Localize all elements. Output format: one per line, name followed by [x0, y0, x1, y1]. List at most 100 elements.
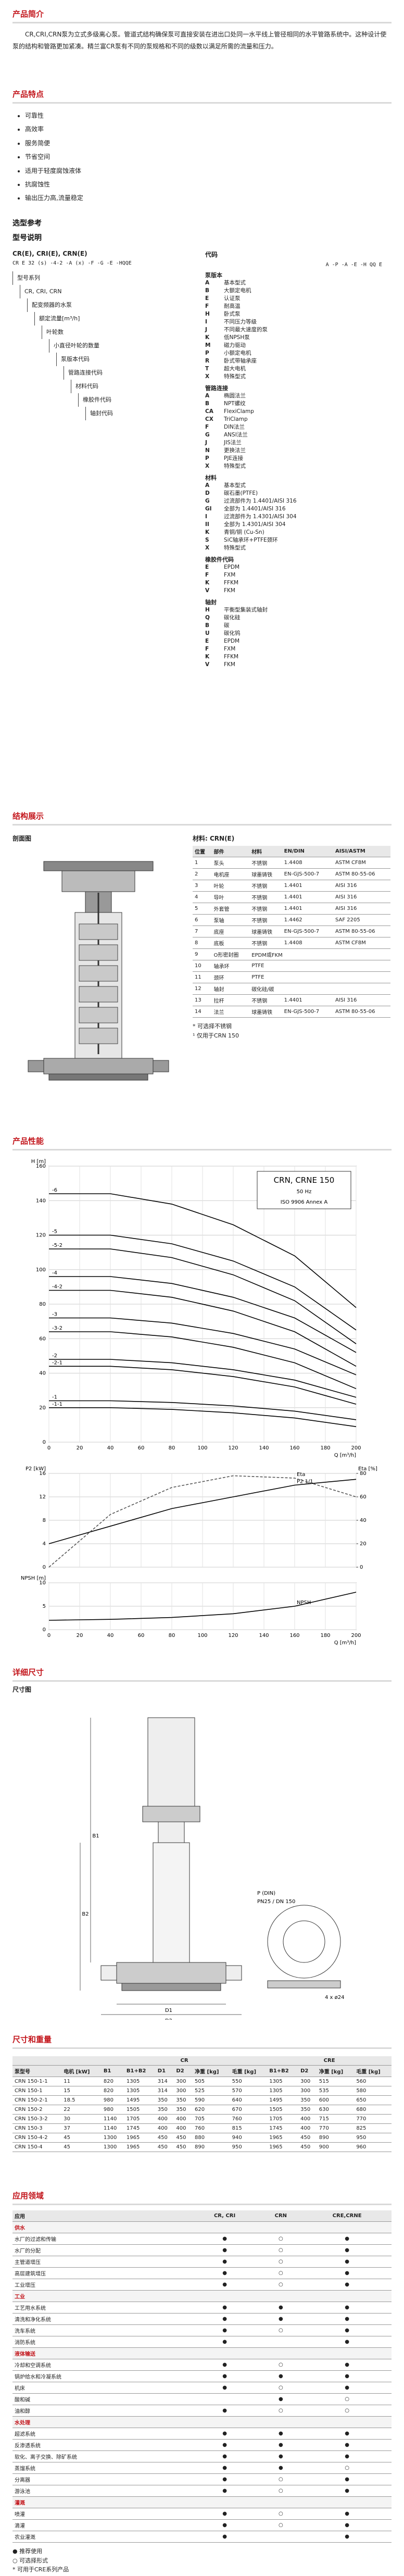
code-row: E EPDM [205, 564, 382, 571]
code-row: I 过流部件为 1.4301/AISI 304 [205, 513, 382, 521]
cell: ○ [259, 2324, 303, 2336]
code-row: D 碳石墨(PTFE) [205, 490, 382, 497]
curve [49, 1331, 357, 1390]
cell: ● [190, 2473, 259, 2485]
table-row: 超滤系统 ● ● ● [12, 2428, 392, 2440]
cell: ● [259, 2428, 303, 2440]
cell: 650 [354, 2095, 392, 2105]
x-tick-label: 60 [138, 1633, 145, 1639]
curve [49, 1248, 357, 1344]
section-title: 产品性能 [12, 1135, 392, 1151]
table-row: 5 外套管 不锈钢 1.4401 AISI 316 [193, 903, 390, 915]
cell: 1.4401 [282, 880, 333, 892]
heading: CR(E), CRI(E), CRN(E) [12, 250, 87, 257]
cell: 580 [354, 2086, 392, 2096]
note: ¹ 仅用于CRN 150 [193, 1032, 239, 1039]
cell: 1495 [267, 2095, 299, 2105]
code: F [205, 303, 209, 309]
cell: ● [259, 2302, 303, 2314]
y2-tick-label: 0 [360, 1565, 363, 1570]
column-header: B1+B2 [124, 2065, 156, 2077]
cell: 不锈钢 [249, 914, 282, 926]
cell: 960 [354, 2142, 392, 2152]
code-row: K FFKM [205, 653, 382, 661]
cell: ● [302, 2336, 392, 2348]
cell: ● [259, 2450, 303, 2462]
cell: 760 [230, 2114, 268, 2124]
notes: ● 推荐使用 ○ 可选择形式 * 可用于CRE系列产品 [12, 2547, 392, 2574]
cell: 工艺用水系统 [12, 2302, 191, 2314]
cell: ● [302, 2508, 392, 2520]
cell: 300 [298, 2086, 317, 2096]
cell: 880 [193, 2133, 230, 2143]
cell: 400 [174, 2123, 193, 2133]
y-tick-label: 140 [36, 1198, 46, 1204]
cell: ○ [259, 2519, 303, 2531]
cell: ● [190, 2233, 259, 2245]
column-header: 净重 [kg] [193, 2065, 230, 2077]
cell: 球墨铸铁 [249, 1006, 282, 1018]
cell: 油和醇 [12, 2405, 191, 2417]
table-row: 4 导叶 不锈钢 1.4401 AISI 316 [193, 891, 390, 903]
table-row: 8 底板 不锈钢 1.4408 ASTM CF8M [193, 937, 390, 949]
cell: 轴承环 [211, 960, 250, 972]
category-row: 供水 [12, 2221, 392, 2233]
curve-label: -5-2 [52, 1243, 62, 1248]
cell: 1745 [267, 2123, 299, 2133]
code: K [205, 529, 210, 535]
y-tick-label: 0 [43, 1627, 46, 1633]
cell: 535 [317, 2086, 355, 2096]
code-group-title: 材料 [205, 474, 217, 481]
cell: 600 [317, 2095, 355, 2105]
code: CX [205, 416, 213, 422]
cell: 工业增压 [12, 2279, 191, 2291]
cell: ● [302, 2531, 392, 2543]
column-header: B1+B2 [267, 2065, 299, 2077]
cell: 法兰 [211, 1006, 250, 1018]
code: J [205, 440, 207, 446]
cell: 1705 [267, 2114, 299, 2124]
code-text: 更换法兰 [224, 447, 246, 454]
code: A [205, 482, 210, 489]
cell: 1965 [267, 2133, 299, 2143]
cell: ○ [259, 2256, 303, 2268]
curve [48, 1592, 357, 1621]
code-row: CA FlexiClamp [205, 408, 382, 416]
group-header: CRE [267, 2056, 392, 2066]
code: D [205, 490, 210, 496]
cell: 1965 [267, 2142, 299, 2152]
dimension-label: B1 [92, 1833, 99, 1839]
table-row: 13 拉杆 不锈钢 1.4401 AISI 316 [193, 994, 390, 1006]
curve-label: -6 [52, 1187, 57, 1193]
code-group-title: 管路连接 [205, 385, 228, 392]
code-row: F FXM [205, 645, 382, 653]
cell: 10 [193, 960, 212, 972]
cell: 拉杆 [211, 994, 250, 1006]
cell: ○ [302, 2405, 392, 2417]
cell: 350 [174, 2105, 193, 2115]
dimension-label: PN25 / DN 150 [257, 1899, 295, 1905]
table-row: 水厂的过滤和传输 ● ○ ● [12, 2233, 392, 2245]
code-text: 卧式泵 [224, 311, 241, 317]
code-text: 碳化钨 [224, 630, 241, 636]
note: ○ 可选择形式 [12, 2557, 48, 2564]
cell: ● [302, 2485, 392, 2497]
curve [49, 1366, 357, 1405]
code-text: 小额定电机 [224, 350, 251, 356]
cell: ● [190, 2324, 259, 2336]
cell: ● [190, 2485, 259, 2497]
column-header: 毛重 [kg] [230, 2065, 268, 2077]
y-tick-label: 120 [36, 1233, 46, 1239]
cell: 505 [193, 2077, 230, 2086]
dimension-label: P (DIN) [257, 1891, 275, 1896]
table-row: CRN 150-2 22 980 1505 350 350 620 670 1505 350 630… [12, 2105, 392, 2115]
code-text: 大额定电机 [224, 287, 251, 294]
table-row: 2 电机座 球墨铸铁 EN-GJS-500-7 ASTM 80-55-06 [193, 868, 390, 880]
cell: 1495 [124, 2095, 156, 2105]
cell: PTFE [249, 960, 390, 972]
model-part: 小直径叶轮的数量 [49, 339, 184, 353]
dimension-drawing: B1 B2 D1 D2 P (DIN) PN25 / DN 150 4 x ø24 [80, 1717, 344, 2024]
code-text: SiC轴承环+PTFE颈环 [224, 537, 278, 543]
dimension-label: 4 x ø24 [325, 1995, 344, 2000]
code: S [205, 537, 209, 543]
